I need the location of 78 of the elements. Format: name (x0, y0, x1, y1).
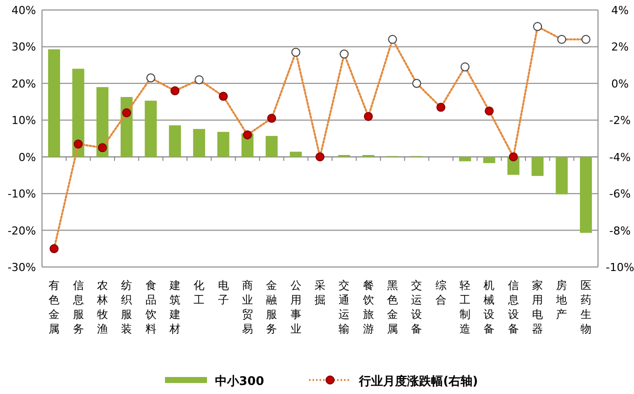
bar (290, 152, 302, 157)
bar (580, 156, 592, 233)
point (98, 143, 107, 152)
y2-tick-label: 0% (611, 77, 629, 90)
legend-label: 中小300 (215, 374, 264, 388)
bar (168, 125, 181, 157)
x-tick-label: 信息服务 (72, 279, 84, 336)
point (194, 75, 204, 84)
x-tick-label: 采掘 (314, 279, 326, 306)
x-tick-label: 食品饮料 (144, 279, 156, 336)
bar (96, 87, 108, 157)
y-tick-label: -10% (8, 188, 36, 201)
x-tick-label: 餐饮旅游 (362, 279, 374, 336)
x-tick-label: 综合 (435, 279, 446, 306)
bar (556, 156, 568, 194)
y-tick-label: 10% (12, 114, 36, 128)
point (364, 112, 373, 121)
x-tick-label: 建筑建材 (168, 279, 180, 336)
x-tick-label: 有色金属 (48, 279, 60, 336)
bar (217, 132, 230, 157)
y2-tick-label: 2% (611, 40, 629, 54)
point (388, 34, 398, 44)
x-tick-label: 交通运输 (338, 279, 350, 336)
y2-tick-label: -2% (609, 114, 631, 128)
y-tick-label: 40% (12, 4, 36, 17)
y-tick-label: -30% (8, 261, 36, 274)
y-tick-label: 20% (12, 77, 36, 90)
x-tick-label: 医药生物 (580, 279, 592, 336)
x-tick-label: 轻工制造 (460, 279, 471, 336)
point (557, 34, 566, 44)
point (146, 73, 156, 82)
bar (193, 128, 206, 157)
x-tick-label: 交运设备 (411, 279, 422, 336)
x-tick-label: 纺织服装 (121, 279, 132, 336)
bar (459, 156, 472, 162)
x-tick-label: 房地产 (555, 279, 568, 321)
x-tick-label: 黑色金属 (387, 279, 398, 336)
x-tick-label: 化工 (194, 279, 205, 306)
point (508, 152, 518, 162)
x-tick-label: 农林牧渔 (96, 279, 108, 336)
bar (532, 156, 544, 176)
point (50, 244, 59, 254)
point (581, 34, 590, 44)
y2-tick-label: -6% (609, 188, 631, 201)
point (533, 22, 542, 32)
y-tick-label: 30% (12, 40, 36, 54)
x-tick-label: 金融服务 (266, 279, 278, 336)
bar (72, 68, 84, 157)
y2-tick-label: -10% (606, 261, 634, 274)
y2-tick-label: -4% (609, 150, 631, 164)
point (74, 140, 83, 149)
point (242, 130, 252, 140)
y-tick-label: -20% (8, 224, 36, 238)
legend-label: 行业月度涨跌幅(右轴) (358, 374, 478, 388)
point (340, 50, 349, 59)
bar (144, 100, 157, 157)
point (316, 152, 324, 162)
point (460, 62, 470, 72)
point (436, 102, 446, 112)
y2-tick-label: 4% (611, 4, 629, 17)
point (122, 108, 132, 118)
point (412, 78, 422, 88)
point (484, 106, 494, 116)
point (291, 48, 300, 57)
x-tick-label: 家用电器 (532, 279, 544, 336)
x-tick-label: 信息设备 (506, 279, 519, 336)
x-tick-label: 商业贸易 (242, 279, 253, 336)
y2-tick-label: -8% (609, 224, 631, 238)
point (218, 92, 228, 101)
y-tick-label: 0% (18, 150, 36, 164)
point (170, 86, 180, 96)
x-tick-label: 机械设备 (484, 279, 495, 336)
bar (483, 156, 496, 164)
x-tick-label: 电子 (218, 279, 229, 306)
bar (48, 49, 60, 157)
point (267, 114, 276, 123)
x-tick-label: 公用事业 (290, 279, 302, 336)
bar (266, 136, 278, 157)
